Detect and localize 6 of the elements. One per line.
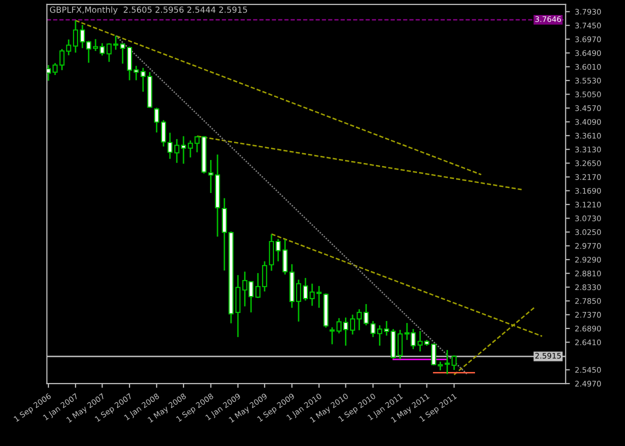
chart-title: GBPLFX,Monthly 2.5605 2.5956 2.5444 2.5915 <box>50 6 247 14</box>
candlestick <box>72 20 78 54</box>
candlestick <box>316 285 322 308</box>
candlestick <box>154 107 160 134</box>
candlestick <box>330 326 335 345</box>
candlestick <box>282 238 288 276</box>
